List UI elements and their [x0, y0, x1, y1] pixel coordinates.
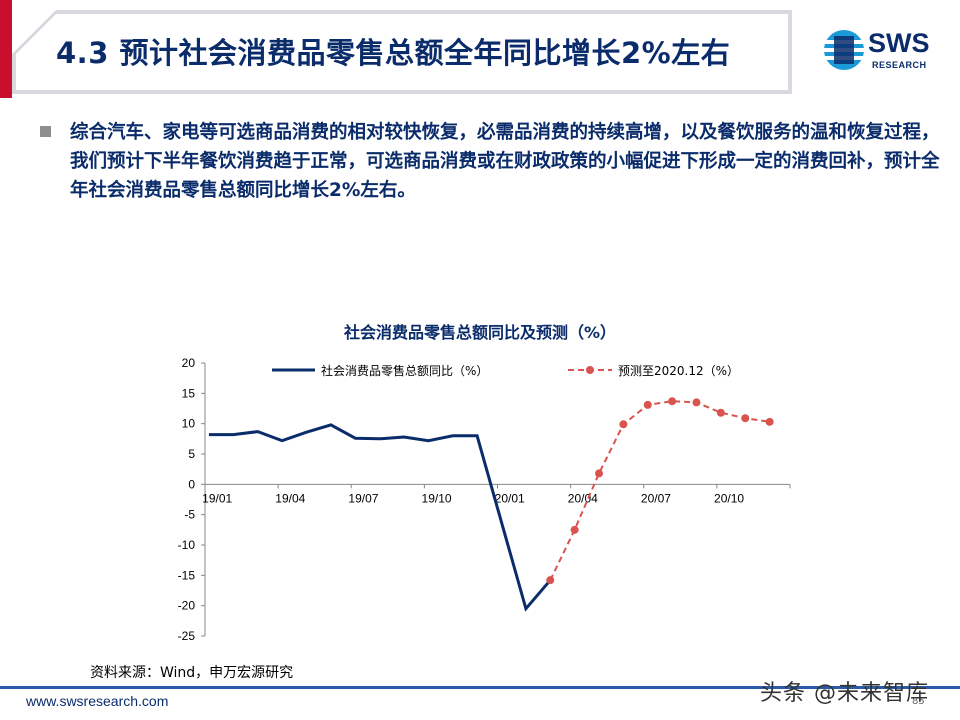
- legend-marker-2: [586, 366, 594, 374]
- series-point-2: [692, 398, 701, 407]
- y-tick-label: 5: [188, 447, 195, 461]
- y-tick-label: 10: [182, 417, 196, 431]
- series-point-2: [716, 408, 725, 417]
- y-tick-label: -20: [178, 599, 196, 613]
- x-tick-label: 19/10: [422, 491, 452, 505]
- x-tick-label: 20/07: [641, 491, 671, 505]
- header-accent-bar: [0, 0, 12, 98]
- x-tick-label: 20/10: [714, 491, 744, 505]
- page-title: 4.3 预计社会消费品零售总额全年同比增长2%左右: [56, 36, 731, 70]
- series-point-2: [595, 469, 603, 478]
- series-point-2: [741, 414, 750, 423]
- footer-url: www.swsresearch.com: [26, 693, 169, 709]
- source-note: 资料来源：Wind，申万宏源研究: [90, 665, 294, 681]
- sws-logo-icon: [824, 30, 864, 70]
- x-tick-label: 19/07: [348, 491, 378, 505]
- x-tick-label: 20/04: [568, 491, 598, 505]
- watermark: 头条 @未来智库: [760, 681, 929, 706]
- y-tick-label: -5: [184, 508, 195, 522]
- x-tick-label: 19/01: [202, 491, 232, 505]
- footer-divider: [0, 686, 960, 689]
- chart-title: 社会消费品零售总额同比及预测（%）: [343, 323, 616, 342]
- logo-subtext: RESEARCH: [872, 60, 927, 70]
- bullet-square-icon: [40, 126, 51, 137]
- series-point-2: [570, 525, 579, 534]
- legend-label-1: 社会消费品零售总额同比（%）: [321, 363, 488, 378]
- series-point-2: [668, 397, 677, 406]
- series-line-2: [549, 400, 770, 581]
- y-tick-label: -25: [178, 629, 196, 643]
- series-point-2: [643, 400, 652, 409]
- y-tick-label: -10: [178, 538, 196, 552]
- series-point-2: [619, 420, 628, 429]
- legend-label-2: 预测至2020.12（%）: [618, 364, 739, 378]
- series-point-2: [765, 417, 774, 426]
- y-tick-label: 20: [182, 356, 196, 370]
- series-point-2: [546, 576, 555, 585]
- x-tick-label: 20/01: [495, 491, 525, 505]
- logo-text: SWS: [868, 28, 930, 58]
- title-frame-inner: [16, 14, 788, 90]
- x-tick-label: 19/04: [275, 491, 305, 505]
- y-tick-label: 0: [188, 477, 195, 491]
- y-tick-label: 15: [182, 386, 196, 400]
- bullet-paragraph: 综合汽车、家电等可选商品消费的相对较快恢复，必需品消费的持续高增，以及餐饮服务的…: [70, 122, 940, 201]
- y-tick-label: -15: [178, 568, 196, 582]
- page-number: 85: [912, 696, 925, 707]
- series-line-1: [209, 423, 552, 612]
- line-chart: 社会消费品零售总额同比及预测（%） 20 15 10 5 0 -5 -10 -15 -20 -25 1…: [178, 323, 791, 643]
